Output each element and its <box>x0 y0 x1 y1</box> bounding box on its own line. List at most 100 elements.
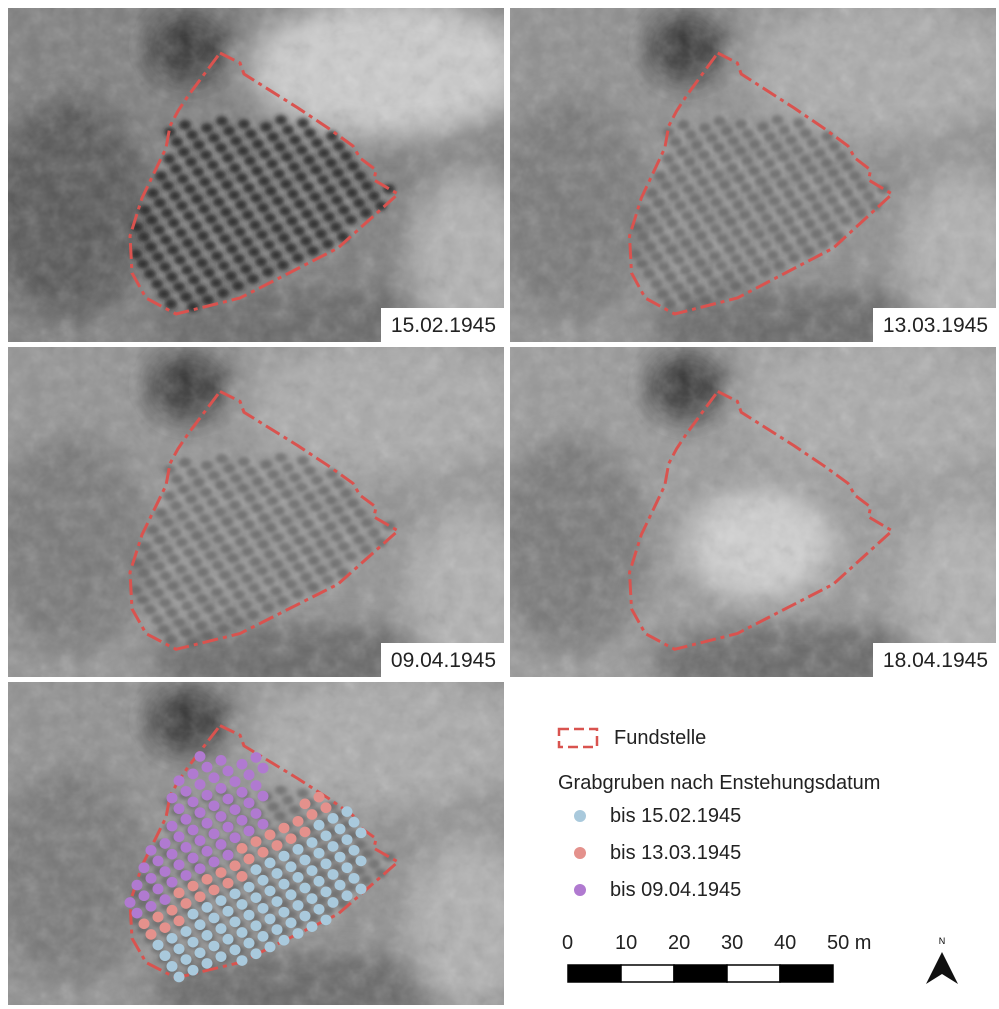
pit <box>826 222 838 232</box>
pit <box>249 556 261 566</box>
pit <box>152 252 164 262</box>
pit <box>233 254 245 264</box>
grave-pit <box>153 912 164 923</box>
pit <box>703 214 715 224</box>
grave-pit <box>286 889 297 900</box>
pit <box>178 147 190 157</box>
pit <box>680 238 692 248</box>
grave-pit <box>321 802 332 813</box>
pit <box>245 129 257 139</box>
pit <box>215 480 227 490</box>
scale-segment <box>780 965 833 982</box>
pit <box>791 172 803 182</box>
pit <box>214 170 226 180</box>
pit <box>217 624 229 634</box>
grave-pit <box>216 755 227 766</box>
pit <box>227 553 239 563</box>
pit <box>828 141 840 151</box>
grave-pit <box>272 924 283 935</box>
grave-pit <box>307 809 318 820</box>
grave-pit <box>160 894 171 905</box>
pit <box>637 232 649 242</box>
grave-pit <box>300 883 311 894</box>
pit <box>225 271 237 281</box>
pit <box>161 545 173 555</box>
grave-pit <box>265 829 276 840</box>
pit <box>311 138 323 148</box>
pit <box>693 285 705 295</box>
pit <box>274 142 286 152</box>
grave-pit <box>188 965 199 976</box>
pit <box>238 457 250 467</box>
pit <box>322 239 334 249</box>
scale-segment <box>727 965 780 982</box>
pit <box>226 244 238 254</box>
pit <box>256 230 268 240</box>
pit <box>282 463 294 473</box>
pit <box>163 491 175 501</box>
pit <box>805 192 817 202</box>
pit <box>704 187 716 197</box>
pit <box>310 165 322 175</box>
pit <box>200 487 212 497</box>
pit <box>680 265 692 275</box>
grave-pit <box>188 769 199 780</box>
grave-pit <box>153 884 164 895</box>
pit <box>294 536 306 546</box>
pit <box>659 235 671 245</box>
pit <box>747 193 759 203</box>
pit <box>170 501 182 511</box>
grave-pit <box>356 856 367 867</box>
pit <box>216 116 228 126</box>
pit <box>236 510 248 520</box>
legend-label: bis 15.02.1945 <box>610 805 741 828</box>
pit <box>702 241 714 251</box>
pit <box>746 220 758 230</box>
pit <box>180 292 192 302</box>
pit <box>173 618 185 628</box>
pit <box>293 226 305 236</box>
pit <box>250 193 262 203</box>
grave-pit <box>230 860 241 871</box>
pit <box>297 118 309 128</box>
pit <box>235 537 247 547</box>
grave-pit <box>237 927 248 938</box>
pit <box>295 509 307 519</box>
grave-pit <box>195 863 206 874</box>
grave-pit <box>314 848 325 859</box>
pit <box>203 268 215 278</box>
pit <box>690 167 702 177</box>
pit <box>674 228 686 238</box>
grave-pit <box>265 942 276 953</box>
pit <box>322 575 334 585</box>
pit <box>266 496 278 506</box>
pit <box>756 149 768 159</box>
grave-pit <box>349 873 360 884</box>
pit <box>206 187 218 197</box>
grave-pit <box>244 798 255 809</box>
grave-pit <box>286 833 297 844</box>
pit <box>173 282 185 292</box>
pit <box>296 145 308 155</box>
pit <box>188 611 200 621</box>
pit <box>147 188 159 198</box>
pit <box>310 502 322 512</box>
grave-pit <box>307 837 318 848</box>
grave-pit <box>265 858 276 869</box>
pit <box>289 135 301 145</box>
scale-label: 30 <box>721 932 743 955</box>
pit <box>711 197 723 207</box>
pit <box>760 240 772 250</box>
pit <box>184 184 196 194</box>
pit <box>158 289 170 299</box>
pit <box>217 288 229 298</box>
pit <box>798 182 810 192</box>
pit <box>339 178 351 188</box>
grave-pit <box>328 813 339 824</box>
pit <box>234 563 246 573</box>
pit <box>207 497 219 507</box>
pit <box>237 483 249 493</box>
pit <box>159 262 171 272</box>
grave-pit <box>251 780 262 791</box>
grave-pit <box>314 820 325 831</box>
